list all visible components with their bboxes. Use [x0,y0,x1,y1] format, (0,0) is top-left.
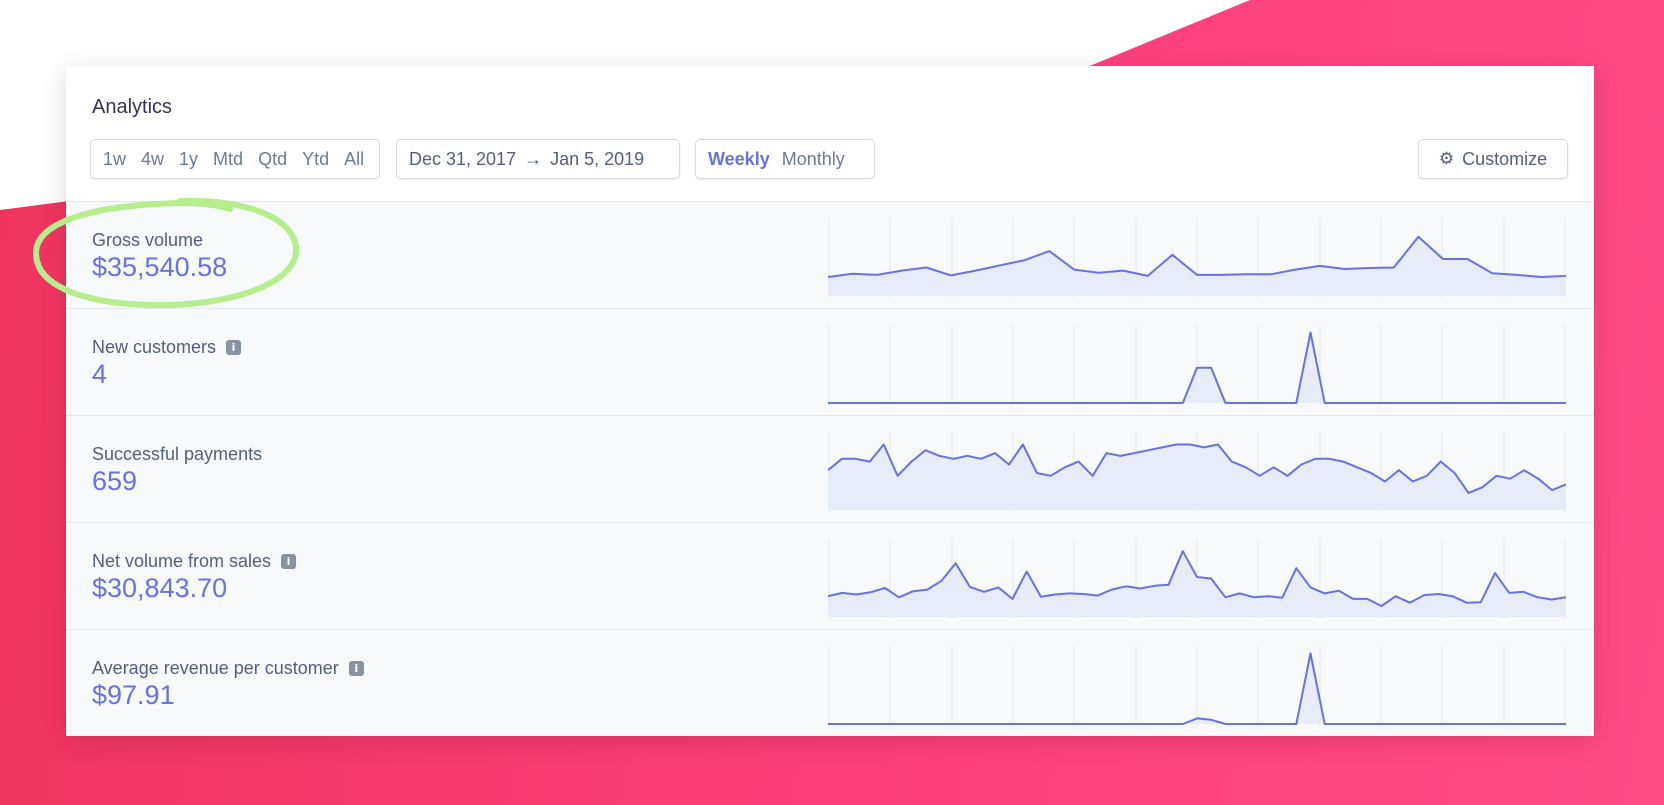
info-icon[interactable]: i [226,340,242,355]
metric-value: 659 [92,466,138,496]
info-icon[interactable]: i [281,554,297,569]
interval-selector: Weekly Monthly [695,139,875,179]
sparkline-chart [828,325,1566,405]
customize-button[interactable]: ⚙ Customize [1418,139,1568,179]
customize-label: Customize [1462,148,1548,169]
page-title: Analytics [92,96,173,118]
metric-label: Average revenue per customer i [92,658,364,679]
info-icon[interactable]: i [348,661,364,676]
sparkline-chart [828,646,1566,726]
interval-monthly-button[interactable]: Monthly [781,148,845,169]
metric-value: 4 [92,359,108,389]
metric-row-gross-volume[interactable]: Gross volume $35,540.58 [66,202,1594,309]
sparkline-series [828,443,1566,494]
metric-label-text: Successful payments [92,444,263,464]
date-start: Dec 31, 2017 [409,148,517,169]
range-mtd-button[interactable]: Mtd [213,148,244,169]
metric-label: New customers i [92,337,242,358]
interval-weekly-button[interactable]: Weekly [708,148,770,169]
metric-value: $30,843.70 [92,573,228,603]
panel-header: Analytics 1w 4w 1y Mtd Qtd Ytd All Dec 3… [66,66,1594,202]
date-range-picker[interactable]: Dec 31, 2017 → Jan 5, 2019 [396,139,680,179]
sparkline-series [828,331,1566,404]
arrow-icon: → [524,148,543,169]
sparkline-area [828,444,1566,510]
range-4w-button[interactable]: 4w [141,148,165,169]
metric-label: Successful payments [92,444,262,465]
analytics-panel: Analytics 1w 4w 1y Mtd Qtd Ytd All Dec 3… [66,66,1594,736]
metric-row-new-customers[interactable]: New customers i 4 [66,309,1594,416]
sparkline-chart [828,218,1566,298]
range-all-button[interactable]: All [344,148,365,169]
metric-label-text: Net volume from sales [92,551,272,571]
metric-label-text: New customers [92,337,217,357]
metric-row-successful-payments[interactable]: Successful payments 659 [66,416,1594,523]
range-ytd-button[interactable]: Ytd [302,148,330,169]
metric-label: Gross volume [92,230,203,251]
sparkline-area [828,332,1566,403]
sparkline-series [828,652,1566,725]
metric-value: $97.91 [92,680,175,710]
range-1y-button[interactable]: 1y [179,148,199,169]
sparkline-series [828,550,1566,607]
date-end: Jan 5, 2019 [550,148,645,169]
sparkline-chart [828,432,1566,512]
metric-row-average-revenue[interactable]: Average revenue per customer i $97.91 [66,630,1594,736]
range-qtd-button[interactable]: Qtd [258,148,288,169]
sparkline-area [828,551,1566,617]
sparkline-series [828,235,1566,278]
range-1w-button[interactable]: 1w [103,148,127,169]
metric-label: Net volume from sales i [92,551,297,572]
gear-icon: ⚙ [1438,149,1455,168]
metric-label-text: Gross volume [92,230,204,250]
metric-label-text: Average revenue per customer [92,658,339,678]
metric-row-net-volume[interactable]: Net volume from sales i $30,843.70 [66,523,1594,630]
metric-value: $35,540.58 [92,252,228,282]
range-selector: 1w 4w 1y Mtd Qtd Ytd All [90,139,380,179]
sparkline-area [828,236,1566,296]
sparkline-chart [828,539,1566,619]
